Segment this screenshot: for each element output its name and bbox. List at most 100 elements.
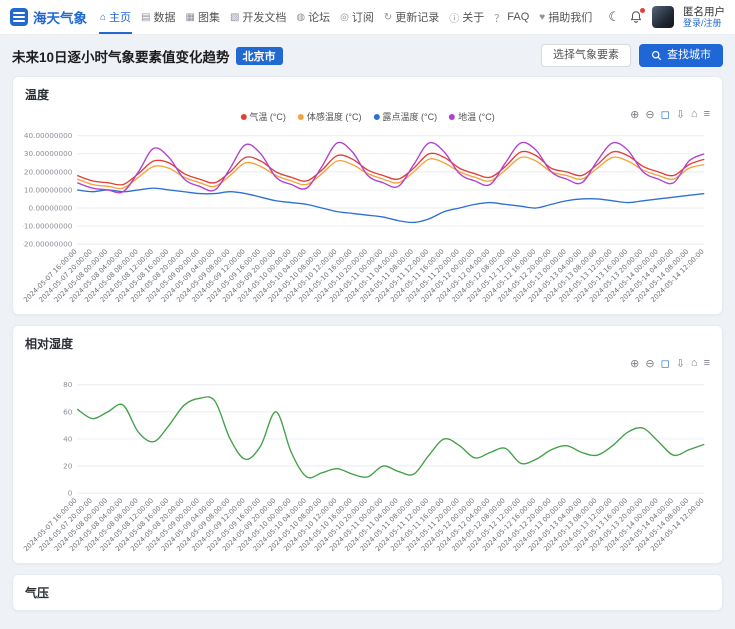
home-icon: ⌂	[100, 11, 107, 23]
nav-item-label: 捐助我们	[548, 12, 593, 24]
temperature-legend: 气温 (°C) 体感温度 (°C) 露点温度 (°C) 地温 (°C)	[240, 110, 495, 123]
humidity-card-title: 相对湿度	[25, 337, 74, 352]
gallery-icon: ▦	[185, 11, 195, 23]
about-icon: ⓘ	[449, 13, 460, 25]
nav-item-data[interactable]: ▤ 数据	[136, 0, 180, 34]
box-zoom-icon[interactable]: ◻	[660, 109, 670, 122]
reset-home-icon[interactable]: ⌂	[690, 357, 698, 370]
legend-label: 地温 (°C)	[458, 112, 495, 123]
subscribe-icon: ◎	[340, 11, 349, 23]
reset-home-icon[interactable]: ⌂	[690, 108, 698, 121]
series-line	[76, 156, 705, 190]
find-city-label: 查找城市	[667, 49, 711, 61]
y-tick-label: -20.00000000	[23, 240, 73, 249]
legend-swatch	[449, 113, 456, 120]
notifications-bell-icon[interactable]	[629, 8, 645, 24]
y-tick-label: 20	[63, 461, 73, 470]
menu-icon[interactable]: ≡	[703, 108, 710, 121]
pressure-card-title: 气压	[25, 585, 50, 600]
header-actions: 选择气象要素 查找城市	[541, 44, 723, 68]
temperature-chart-head: 气温 (°C) 体感温度 (°C) 露点温度 (°C) 地温 (°C) ⊕ ⊖ ◻ ⇩ ⌂ ≡	[25, 108, 710, 126]
nav-item-label: 关于	[462, 12, 485, 24]
city-badge[interactable]: 北京市	[235, 46, 283, 65]
chart-toolbar: ⊕ ⊖ ◻ ⇩ ⌂ ≡	[630, 108, 710, 121]
temperature-card-title: 温度	[25, 88, 50, 103]
nav-item-faq[interactable]: ？ FAQ	[489, 0, 534, 34]
main-nav: ⌂ 主页 ▤ 数据 ▦ 图集 ▧ 开发文档 ◍ 论坛 ◎ 订阅 ↻ 更新记录 ⓘ 关于？ FAQ ♥ 捐助我们	[95, 0, 597, 34]
page-header: 未来10日逐小时气象要素值变化趋势 北京市 选择气象要素 查找城市	[12, 44, 723, 68]
series-line	[76, 141, 705, 194]
page-title: 未来10日逐小时气象要素值变化趋势	[12, 49, 230, 65]
nav-item-about[interactable]: ⓘ 关于	[444, 0, 489, 34]
nav-item-dev-docs[interactable]: ▧ 开发文档	[225, 0, 291, 34]
legend-item[interactable]: 体感温度 (°C)	[297, 110, 362, 123]
y-tick-label: 0	[68, 489, 73, 498]
title-wrap: 未来10日逐小时气象要素值变化趋势 北京市	[12, 46, 283, 66]
find-city-button[interactable]: 查找城市	[639, 44, 723, 68]
dev-docs-icon: ▧	[229, 11, 240, 23]
zoom-in-icon[interactable]: ⊕	[630, 109, 640, 122]
zoom-in-icon[interactable]: ⊕	[630, 358, 640, 371]
nav-item-label: 订阅	[351, 12, 374, 24]
series-line	[76, 396, 705, 479]
series-line	[77, 187, 705, 224]
humidity-chart-head: ⊕ ⊖ ◻ ⇩ ⌂ ≡	[25, 357, 710, 375]
nav-item-label: 数据	[153, 12, 176, 24]
nav-item-gallery[interactable]: ▦ 图集	[181, 0, 225, 34]
select-weather-element-button[interactable]: 选择气象要素	[541, 44, 631, 68]
y-tick-label: 40	[63, 434, 73, 443]
y-tick-label: 20.00000000	[24, 167, 73, 176]
brand-logo[interactable]: 海天气象	[10, 7, 87, 27]
legend-item[interactable]: 地温 (°C)	[449, 110, 495, 123]
y-tick-label: 80	[63, 380, 73, 389]
temperature-chart[interactable]: 40.00000000 30.00000000 20.00000000 10.0000…	[23, 128, 712, 312]
nav-item-label: 图集	[197, 12, 220, 24]
nav-item-changelog[interactable]: ↻ 更新记录	[379, 0, 444, 34]
dark-mode-toggle-icon[interactable]: ☾	[608, 9, 620, 24]
nav-item-subscribe[interactable]: ◎ 订阅	[335, 0, 379, 34]
menu-icon[interactable]: ≡	[703, 357, 710, 370]
login-register-link[interactable]: 登录/注册	[683, 17, 722, 28]
nav-item-label: 更新记录	[395, 12, 440, 24]
notification-dot	[640, 8, 645, 13]
nav-item-home[interactable]: ⌂ 主页	[95, 0, 136, 34]
bell-glyph	[630, 11, 642, 23]
nav-item-label: 论坛	[308, 12, 331, 24]
zoom-out-icon[interactable]: ⊖	[645, 109, 655, 122]
nav-item-label: 主页	[109, 12, 132, 24]
faq-icon: ？	[494, 13, 505, 25]
y-tick-label: 0.00000000	[29, 204, 73, 213]
download-icon[interactable]: ⇩	[675, 109, 685, 122]
nav-item-forum[interactable]: ◍ 论坛	[291, 0, 335, 34]
forum-icon: ◍	[296, 11, 306, 23]
brand-logo-icon	[10, 8, 28, 26]
user-avatar[interactable]	[652, 6, 674, 28]
y-tick-label: 40.00000000	[24, 131, 73, 140]
brand-name: 海天气象	[33, 11, 87, 26]
zoom-out-icon[interactable]: ⊖	[645, 358, 655, 371]
nav-item-donate[interactable]: ♥ 捐助我们	[534, 0, 597, 34]
legend-swatch	[373, 113, 380, 120]
pressure-card: 气压	[12, 573, 723, 611]
data-icon: ▤	[141, 11, 151, 23]
legend-swatch	[297, 113, 304, 120]
temperature-card: 温度 气温 (°C) 体感温度 (°C) 露点温度 (°C) 地温 (°C) ⊕ ⊖ ◻ ⇩…	[12, 76, 723, 316]
user-meta: 匿名用户 登录/注册	[683, 6, 725, 28]
series-line	[76, 150, 705, 186]
y-tick-label: 60	[63, 407, 73, 416]
navbar-right: ☾ 匿名用户 登录/注册	[608, 6, 725, 28]
legend-label: 露点温度 (°C)	[382, 112, 438, 123]
y-tick-label: 30.00000000	[24, 149, 73, 158]
legend-item[interactable]: 露点温度 (°C)	[373, 110, 438, 123]
chart-toolbar: ⊕ ⊖ ◻ ⇩ ⌂ ≡	[630, 357, 710, 370]
y-tick-label: -10.00000000	[23, 222, 73, 231]
box-zoom-icon[interactable]: ◻	[660, 358, 670, 371]
humidity-card: 相对湿度 ⊕ ⊖ ◻ ⇩ ⌂ ≡ 80 60 40 20 0 2024-05-07 16:00:00…	[12, 325, 723, 564]
donate-icon: ♥	[539, 11, 546, 23]
download-icon[interactable]: ⇩	[675, 358, 685, 371]
legend-item[interactable]: 气温 (°C)	[240, 110, 286, 123]
navbar-left: 海天气象 ⌂ 主页 ▤ 数据 ▦ 图集 ▧ 开发文档 ◍ 论坛 ◎ 订阅 ↻ 更新记录 ⓘ 关于？ FAQ ♥ 捐助…	[10, 0, 597, 34]
legend-label: 体感温度 (°C)	[306, 112, 362, 123]
page-content: 未来10日逐小时气象要素值变化趋势 北京市 选择气象要素 查找城市 温度 气温 …	[0, 35, 735, 629]
